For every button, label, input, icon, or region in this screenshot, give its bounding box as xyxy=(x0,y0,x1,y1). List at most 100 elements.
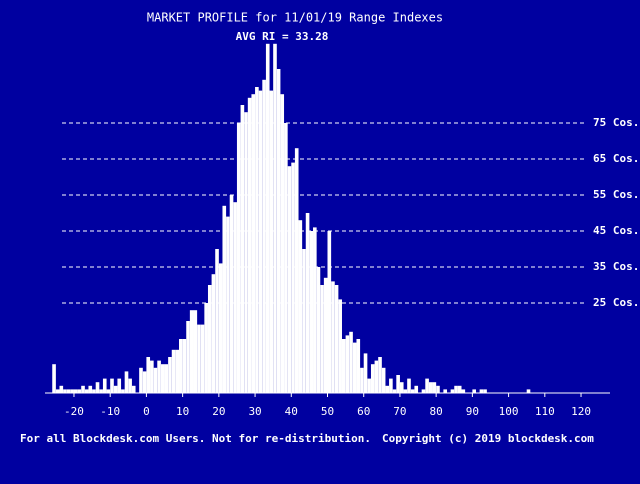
bar xyxy=(200,324,205,393)
y-tick-label: 75 Cos. xyxy=(593,116,639,129)
bar xyxy=(428,382,433,393)
bar xyxy=(269,90,274,393)
bar xyxy=(215,249,219,393)
bar xyxy=(157,360,161,393)
bar xyxy=(55,389,60,393)
bar xyxy=(294,148,299,393)
x-tick-label: 30 xyxy=(248,405,261,418)
x-tick-label: 10 xyxy=(176,405,189,418)
x-tick-label: 70 xyxy=(393,405,406,418)
bar xyxy=(472,389,476,393)
bar xyxy=(414,385,419,393)
bar xyxy=(483,389,487,393)
bar xyxy=(363,353,368,393)
bar xyxy=(421,389,426,393)
bar xyxy=(139,367,143,393)
bar xyxy=(186,321,190,393)
y-tick-label: 35 Cos. xyxy=(593,260,639,273)
bar xyxy=(128,378,132,393)
bar xyxy=(251,94,256,393)
footer-right: Copyright (c) 2019 blockdesk.com xyxy=(382,432,594,445)
x-tick-label: 120 xyxy=(571,405,591,418)
bar xyxy=(305,213,310,393)
bar xyxy=(320,285,324,393)
x-tick-label: 90 xyxy=(466,405,479,418)
x-tick-label: 60 xyxy=(357,405,370,418)
bar xyxy=(367,378,371,393)
bar xyxy=(280,94,285,393)
bar xyxy=(182,339,187,393)
x-tick-label: 100 xyxy=(499,405,519,418)
bar xyxy=(258,90,263,393)
bar xyxy=(392,389,397,393)
bar xyxy=(385,385,390,393)
bar xyxy=(175,349,180,393)
bar xyxy=(95,382,100,393)
bar xyxy=(370,364,375,393)
bar xyxy=(479,389,484,393)
bar xyxy=(229,195,234,393)
bar xyxy=(106,389,111,393)
bar xyxy=(179,339,183,393)
bar xyxy=(273,43,277,394)
y-tick-label: 65 Cos. xyxy=(593,152,639,165)
x-tick-label: 0 xyxy=(143,405,150,418)
y-tick-label: 25 Cos. xyxy=(593,296,639,309)
bar xyxy=(244,112,248,393)
bar xyxy=(302,249,306,393)
bar xyxy=(236,123,241,393)
bar xyxy=(287,166,292,393)
bar xyxy=(403,389,408,393)
bar xyxy=(153,367,158,393)
bar xyxy=(77,389,82,393)
bar xyxy=(207,285,212,393)
y-tick-label: 55 Cos. xyxy=(593,188,639,201)
bar xyxy=(110,378,114,393)
bar xyxy=(313,227,317,393)
x-tick-label: -20 xyxy=(64,405,84,418)
bar xyxy=(193,310,198,393)
bar xyxy=(117,378,122,393)
x-tick-label: 50 xyxy=(321,405,334,418)
bar xyxy=(360,367,364,393)
bar xyxy=(356,339,361,393)
bar xyxy=(396,375,400,393)
bar xyxy=(247,97,252,394)
bar xyxy=(211,274,216,393)
bar xyxy=(189,310,194,393)
bar xyxy=(142,371,147,393)
bar xyxy=(374,360,379,393)
bar xyxy=(338,299,342,393)
bar xyxy=(113,385,118,393)
bar xyxy=(262,79,266,394)
bar xyxy=(410,389,415,393)
bar xyxy=(526,389,531,393)
bar xyxy=(461,389,466,393)
bar xyxy=(443,389,448,393)
bar xyxy=(349,331,353,393)
x-tick-label: 80 xyxy=(430,405,443,418)
bar xyxy=(102,378,107,393)
chart-subtitle: AVG RI = 33.28 xyxy=(236,30,329,43)
bar xyxy=(381,367,386,393)
bar xyxy=(150,360,154,393)
chart-title: MARKET PROFILE for 11/01/19 Range Indexe… xyxy=(147,11,443,25)
bar xyxy=(218,263,223,393)
bar xyxy=(284,123,288,393)
bar xyxy=(457,385,462,393)
bar xyxy=(454,385,458,393)
bar xyxy=(131,385,136,393)
y-tick-label: 45 Cos. xyxy=(593,224,639,237)
bar xyxy=(81,385,85,393)
bar xyxy=(425,378,429,393)
bar xyxy=(92,389,96,393)
bar xyxy=(265,43,270,394)
x-tick-label: 110 xyxy=(535,405,555,418)
bar xyxy=(99,389,103,393)
bar xyxy=(345,335,350,393)
bar xyxy=(341,339,346,393)
footer-left: For all Blockdesk.com Users. Not for re-… xyxy=(20,432,371,445)
bar xyxy=(52,364,56,393)
bar xyxy=(59,385,64,393)
